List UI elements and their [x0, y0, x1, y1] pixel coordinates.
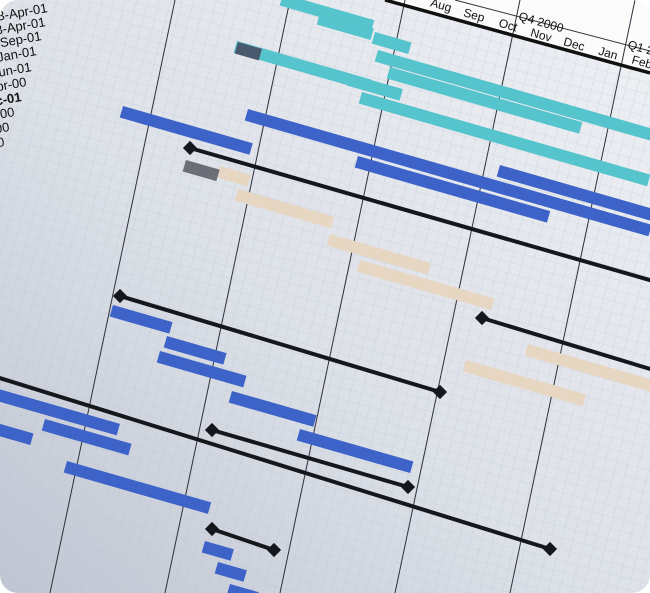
summary-line: [481, 316, 650, 374]
summary-line: [189, 146, 650, 285]
task-bar: [182, 160, 220, 182]
task-bar: [109, 305, 173, 334]
summary-end: [182, 140, 198, 156]
month-label: Nov: [529, 25, 553, 44]
summary-end: [112, 288, 128, 304]
task-bar: [386, 66, 583, 134]
quarter-rule: [454, 0, 650, 52]
header-band: [300, 0, 650, 74]
task-bar: [0, 388, 120, 436]
summary-line: [119, 294, 441, 394]
period-line: [49, 0, 176, 593]
summary-end: [474, 310, 490, 326]
task-bar: [326, 233, 431, 275]
month-labels: Aug Sep Oct Nov Dec Jan Feb Q4 2000 Q1 2…: [429, 0, 650, 72]
date-column: 13-Apr-01 13-Apr-01 28-Sep-01 4-Jan-01 4…: [0, 0, 49, 150]
task-bar: [214, 561, 247, 582]
month-label: Feb: [630, 53, 650, 72]
period-line: [164, 0, 291, 593]
task-bar: [216, 166, 251, 187]
summary-end: [204, 521, 220, 537]
task-bar: [233, 41, 372, 92]
task-bar: [234, 42, 263, 61]
task-bar: [356, 260, 495, 311]
month-label: Sep: [462, 5, 487, 24]
task-bar: [346, 73, 403, 101]
task-bar: [354, 156, 551, 223]
task-bar: [496, 164, 650, 221]
summary-line: [211, 428, 409, 489]
task-bar: [462, 359, 587, 406]
date-label: 0: [0, 134, 6, 150]
period-line: [509, 0, 636, 593]
task-bar: [201, 541, 234, 561]
summary-end: [204, 422, 220, 438]
month-label: Dec: [562, 34, 586, 53]
summary-end: [432, 384, 448, 400]
task-bar: [316, 13, 374, 40]
task-bar: [228, 391, 317, 427]
task-bar: [0, 423, 34, 446]
task-bar: [119, 106, 253, 155]
month-label: Jan: [597, 44, 619, 63]
task-bar: [296, 429, 414, 474]
task-bar: [163, 336, 227, 365]
task-bar: [234, 188, 335, 229]
task-bar: [244, 108, 650, 237]
task-bar: [371, 31, 412, 55]
summary-end: [400, 479, 416, 495]
date-label: -00: [0, 104, 16, 122]
task-bar: [226, 584, 259, 593]
date-label: ec-01: [0, 89, 23, 110]
summary-line: [0, 373, 551, 551]
month-label: Oct: [497, 16, 519, 35]
summary-end: [266, 542, 282, 558]
header-rule: [384, 0, 650, 75]
date-label: 00: [0, 119, 11, 136]
summary-end: [542, 541, 558, 557]
task-bar: [41, 419, 132, 456]
task-bar: [63, 461, 212, 514]
task-bar: [524, 343, 650, 392]
task-bar: [358, 92, 650, 187]
summary-line: [211, 527, 275, 552]
task-bar: [374, 49, 650, 142]
task-bar: [156, 351, 247, 388]
